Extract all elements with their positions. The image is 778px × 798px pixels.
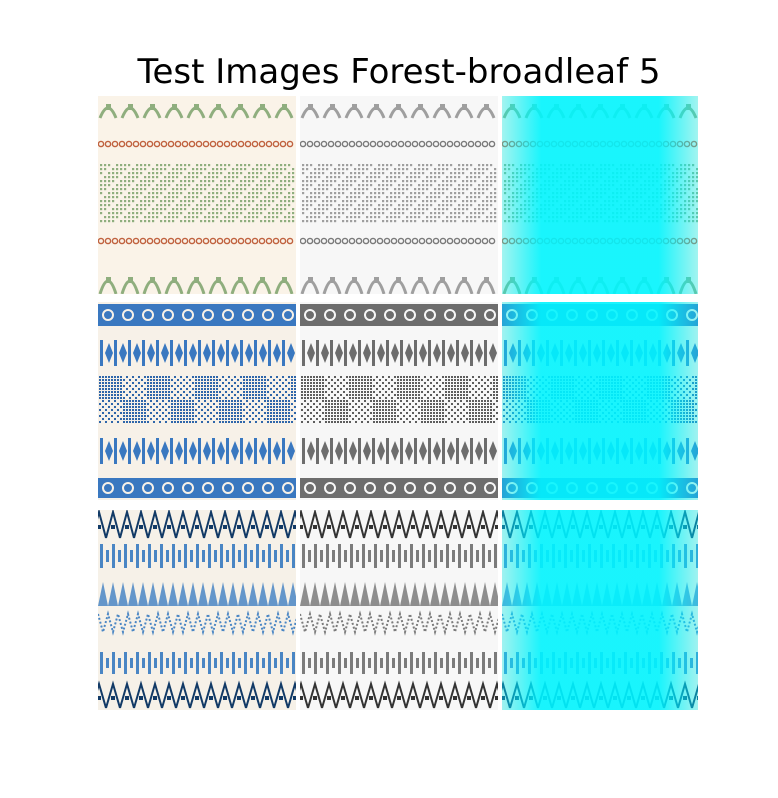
image-row2-original	[98, 302, 296, 500]
pattern-image	[300, 96, 498, 294]
image-grid	[98, 96, 698, 710]
pattern-image	[502, 510, 698, 710]
pattern-image	[300, 302, 498, 500]
overlay-layer	[502, 510, 698, 710]
pattern-image	[502, 302, 698, 500]
image-row3-overlay	[502, 510, 698, 710]
image-row1-overlay	[502, 96, 698, 294]
pattern-image	[98, 510, 296, 710]
image-row3-grayscale	[300, 510, 498, 710]
image-row1-original	[98, 96, 296, 294]
pattern-image	[98, 96, 296, 294]
overlay-layer	[502, 302, 698, 500]
overlay-layer	[502, 96, 698, 294]
image-row2-overlay	[502, 302, 698, 500]
pattern-image	[502, 96, 698, 294]
image-row3-original	[98, 510, 296, 710]
figure-title: Test Images Forest-broadleaf 5	[137, 52, 661, 92]
image-row1-grayscale	[300, 96, 498, 294]
pattern-image	[98, 302, 296, 500]
image-row2-grayscale	[300, 302, 498, 500]
pattern-image	[300, 510, 498, 710]
